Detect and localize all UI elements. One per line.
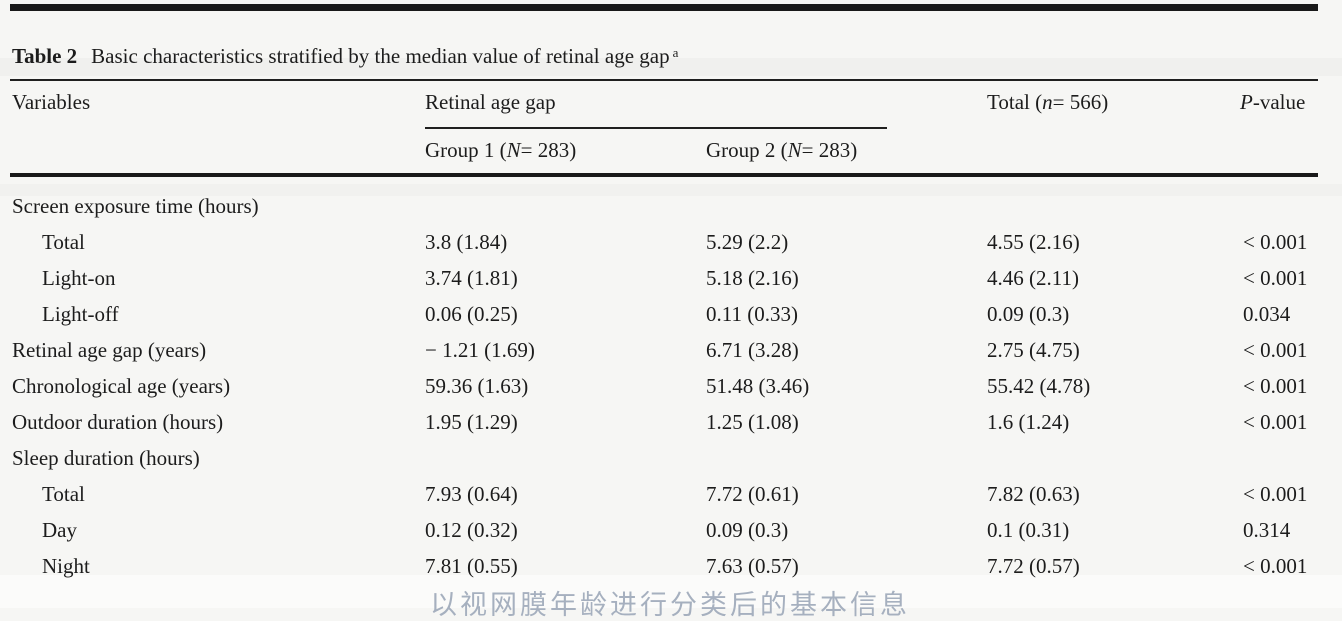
- group2-n-italic: N: [787, 138, 802, 162]
- table-caption: Table 2 Basic characteristics stratified …: [12, 44, 678, 69]
- table-row-section-sleep-duration: Sleep duration (hours): [0, 442, 1342, 478]
- cell-group1: 0.12 (0.32): [425, 518, 518, 542]
- column-header-group1: Group 1 (N= 283): [425, 138, 576, 163]
- cell-pvalue: < 0.001: [1243, 554, 1308, 578]
- table-row-retinal-age-gap: Retinal age gap (years) − 1.21 (1.69) 6.…: [0, 334, 1342, 370]
- cell-group2: 7.63 (0.57): [706, 554, 799, 578]
- cell-total: 1.6 (1.24): [987, 410, 1070, 434]
- row-label: Light-on: [42, 266, 116, 290]
- column-header-total: Total (n= 566): [987, 90, 1108, 115]
- cell-total: 0.09 (0.3): [987, 302, 1070, 326]
- cell-group1: 7.93 (0.64): [425, 482, 518, 506]
- cell-total: 7.82 (0.63): [987, 482, 1080, 506]
- cell-total: 7.72 (0.57): [987, 554, 1080, 578]
- retinal-age-gap-span-rule: [425, 127, 887, 129]
- row-label: Screen exposure time (hours): [12, 194, 259, 218]
- cell-group1: 1.95 (1.29): [425, 410, 518, 434]
- total-suffix: = 566): [1052, 90, 1109, 114]
- cell-pvalue: < 0.001: [1243, 374, 1308, 398]
- cell-pvalue: 0.034: [1243, 302, 1291, 326]
- table-caption-label: Table 2: [12, 44, 78, 68]
- group2-prefix: Group 2 (: [706, 138, 788, 162]
- column-header-group2: Group 2 (N= 283): [706, 138, 857, 163]
- cell-total: 4.46 (2.11): [987, 266, 1079, 290]
- footnote-mark: a: [672, 45, 679, 60]
- cell-pvalue: 0.314: [1243, 518, 1291, 542]
- group1-suffix: = 283): [520, 138, 577, 162]
- column-header-pvalue: P-value: [1240, 90, 1305, 115]
- cell-group2: 5.18 (2.16): [706, 266, 799, 290]
- pvalue-suffix: -value: [1252, 90, 1306, 114]
- table-row-outdoor-duration: Outdoor duration (hours) 1.95 (1.29) 1.2…: [0, 406, 1342, 442]
- cell-group2: 0.11 (0.33): [706, 302, 798, 326]
- row-label: Total: [42, 230, 85, 254]
- column-header-variables: Variables: [12, 90, 91, 114]
- total-prefix: Total (: [987, 90, 1043, 114]
- caption-divider-rule: [10, 79, 1318, 81]
- cell-pvalue: < 0.001: [1243, 338, 1308, 362]
- table-row-sleep-total: Total 7.93 (0.64) 7.72 (0.61) 7.82 (0.63…: [0, 478, 1342, 514]
- table-row-light-off: Light-off 0.06 (0.25) 0.11 (0.33) 0.09 (…: [0, 298, 1342, 334]
- header-divider-rule: [10, 173, 1318, 177]
- table-caption-text: Basic characteristics stratified by the …: [91, 44, 670, 68]
- row-label: Night: [42, 554, 90, 578]
- top-bar-rule: [10, 4, 1318, 11]
- cell-group1: 7.81 (0.55): [425, 554, 518, 578]
- cell-group1: 3.74 (1.81): [425, 266, 518, 290]
- total-n-italic: n: [1042, 90, 1053, 114]
- cell-group2: 0.09 (0.3): [706, 518, 789, 542]
- row-label: Light-off: [42, 302, 119, 326]
- column-header-retinal-age-gap: Retinal age gap: [425, 90, 556, 114]
- table-row-sleep-night: Night 7.81 (0.55) 7.63 (0.57) 7.72 (0.57…: [0, 550, 1342, 586]
- row-label: Total: [42, 482, 85, 506]
- table-row-sleep-day: Day 0.12 (0.32) 0.09 (0.3) 0.1 (0.31) 0.…: [0, 514, 1342, 550]
- row-label: Outdoor duration (hours): [12, 410, 224, 434]
- row-label: Retinal age gap (years): [12, 338, 207, 362]
- cell-group2: 6.71 (3.28): [706, 338, 799, 362]
- cell-pvalue: < 0.001: [1243, 266, 1308, 290]
- cell-group2: 7.72 (0.61): [706, 482, 799, 506]
- cell-total: 55.42 (4.78): [987, 374, 1091, 398]
- cell-total: 2.75 (4.75): [987, 338, 1080, 362]
- cell-group1: 3.8 (1.84): [425, 230, 508, 254]
- row-label: Chronological age (years): [12, 374, 231, 398]
- group1-prefix: Group 1 (: [425, 138, 507, 162]
- cell-pvalue: < 0.001: [1243, 410, 1308, 434]
- group1-n-italic: N: [506, 138, 521, 162]
- table-row-section-screen-exposure: Screen exposure time (hours): [0, 190, 1342, 226]
- row-label: Sleep duration (hours): [12, 446, 200, 470]
- cell-total: 4.55 (2.16): [987, 230, 1080, 254]
- cell-group1: 59.36 (1.63): [425, 374, 529, 398]
- table-row-chronological-age: Chronological age (years) 59.36 (1.63) 5…: [0, 370, 1342, 406]
- cell-group2: 1.25 (1.08): [706, 410, 799, 434]
- cell-group2: 5.29 (2.2): [706, 230, 789, 254]
- group2-suffix: = 283): [801, 138, 858, 162]
- cell-group2: 51.48 (3.46): [706, 374, 810, 398]
- paper-table-page: Table 2 Basic characteristics stratified …: [0, 4, 1342, 621]
- cell-pvalue: < 0.001: [1243, 230, 1308, 254]
- table-row-light-on: Light-on 3.74 (1.81) 5.18 (2.16) 4.46 (2…: [0, 262, 1342, 298]
- cell-pvalue: < 0.001: [1243, 482, 1308, 506]
- table-row-screen-total: Total 3.8 (1.84) 5.29 (2.2) 4.55 (2.16) …: [0, 226, 1342, 262]
- chinese-caption-clipped: 以视网膜年龄进行分类后的基本信息: [430, 590, 910, 621]
- cell-total: 0.1 (0.31): [987, 518, 1070, 542]
- cell-group1: 0.06 (0.25): [425, 302, 518, 326]
- row-label: Day: [42, 518, 77, 542]
- cell-group1: − 1.21 (1.69): [425, 338, 535, 362]
- pvalue-p-italic: P: [1240, 90, 1253, 114]
